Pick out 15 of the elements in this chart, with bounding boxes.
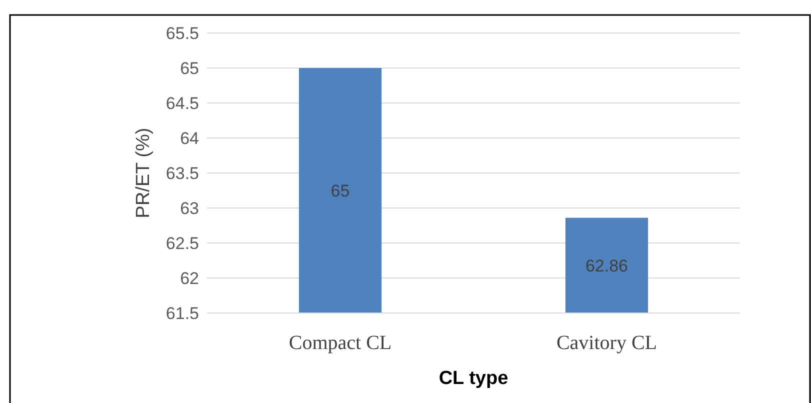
x-axis-title: CL type (438, 368, 508, 389)
y-tick-label: 62.5 (166, 234, 199, 253)
y-tick-label: 63 (180, 198, 199, 218)
x-tick-label: Compact CL (288, 332, 392, 354)
y-tick-label: 65 (180, 58, 199, 78)
x-tick-label: Cavitory CL (556, 332, 658, 354)
y-axis-title: PR/ET (%) (133, 128, 154, 218)
y-tick-label: 65.5 (166, 24, 199, 43)
data-label: 65 (330, 181, 350, 200)
y-tick-label: 61.5 (166, 304, 199, 323)
y-tick-label: 64 (180, 128, 199, 148)
data-label: 62.86 (585, 256, 628, 276)
y-tick-label: 63.5 (166, 164, 199, 183)
y-tick-label: 62 (180, 268, 199, 288)
y-tick-label: 64.5 (166, 94, 199, 113)
